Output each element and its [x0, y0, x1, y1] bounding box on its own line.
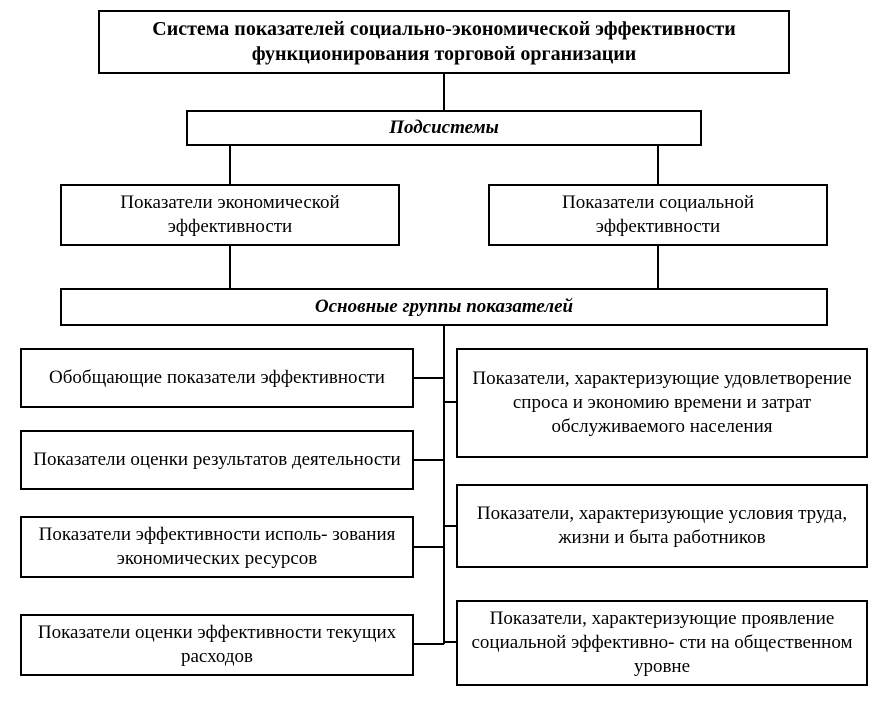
node-left1-text: Обобщающие показатели эффективности — [49, 366, 385, 390]
node-left2-text: Показатели оценки результатов деятельнос… — [33, 448, 400, 472]
node-right3-text: Показатели, характеризующие проявление с… — [468, 607, 856, 678]
node-right1: Показатели, характеризующие удовлетворен… — [456, 348, 868, 458]
node-econ-text: Показатели экономической эффективности — [72, 191, 388, 239]
node-root: Система показателей социально-экономичес… — [98, 10, 790, 74]
node-right1-text: Показатели, характеризующие удовлетворен… — [468, 367, 856, 438]
node-subsystems-text: Подсистемы — [389, 116, 499, 140]
node-root-text: Система показателей социально-экономичес… — [110, 17, 778, 67]
node-subsystems: Подсистемы — [186, 110, 702, 146]
node-left3-text: Показатели эффективности исполь- зования… — [32, 523, 402, 571]
node-left2: Показатели оценки результатов деятельнос… — [20, 430, 414, 490]
node-left4-text: Показатели оценки эффективности текущих … — [32, 621, 402, 669]
node-groups-text: Основные группы показателей — [315, 295, 573, 319]
node-social: Показатели социальной эффективности — [488, 184, 828, 246]
node-left4: Показатели оценки эффективности текущих … — [20, 614, 414, 676]
node-left1: Обобщающие показатели эффективности — [20, 348, 414, 408]
node-right2-text: Показатели, характеризующие условия труд… — [468, 502, 856, 550]
node-econ: Показатели экономической эффективности — [60, 184, 400, 246]
node-right3: Показатели, характеризующие проявление с… — [456, 600, 868, 686]
node-right2: Показатели, характеризующие условия труд… — [456, 484, 868, 568]
node-groups: Основные группы показателей — [60, 288, 828, 326]
node-social-text: Показатели социальной эффективности — [500, 191, 816, 239]
node-left3: Показатели эффективности исполь- зования… — [20, 516, 414, 578]
